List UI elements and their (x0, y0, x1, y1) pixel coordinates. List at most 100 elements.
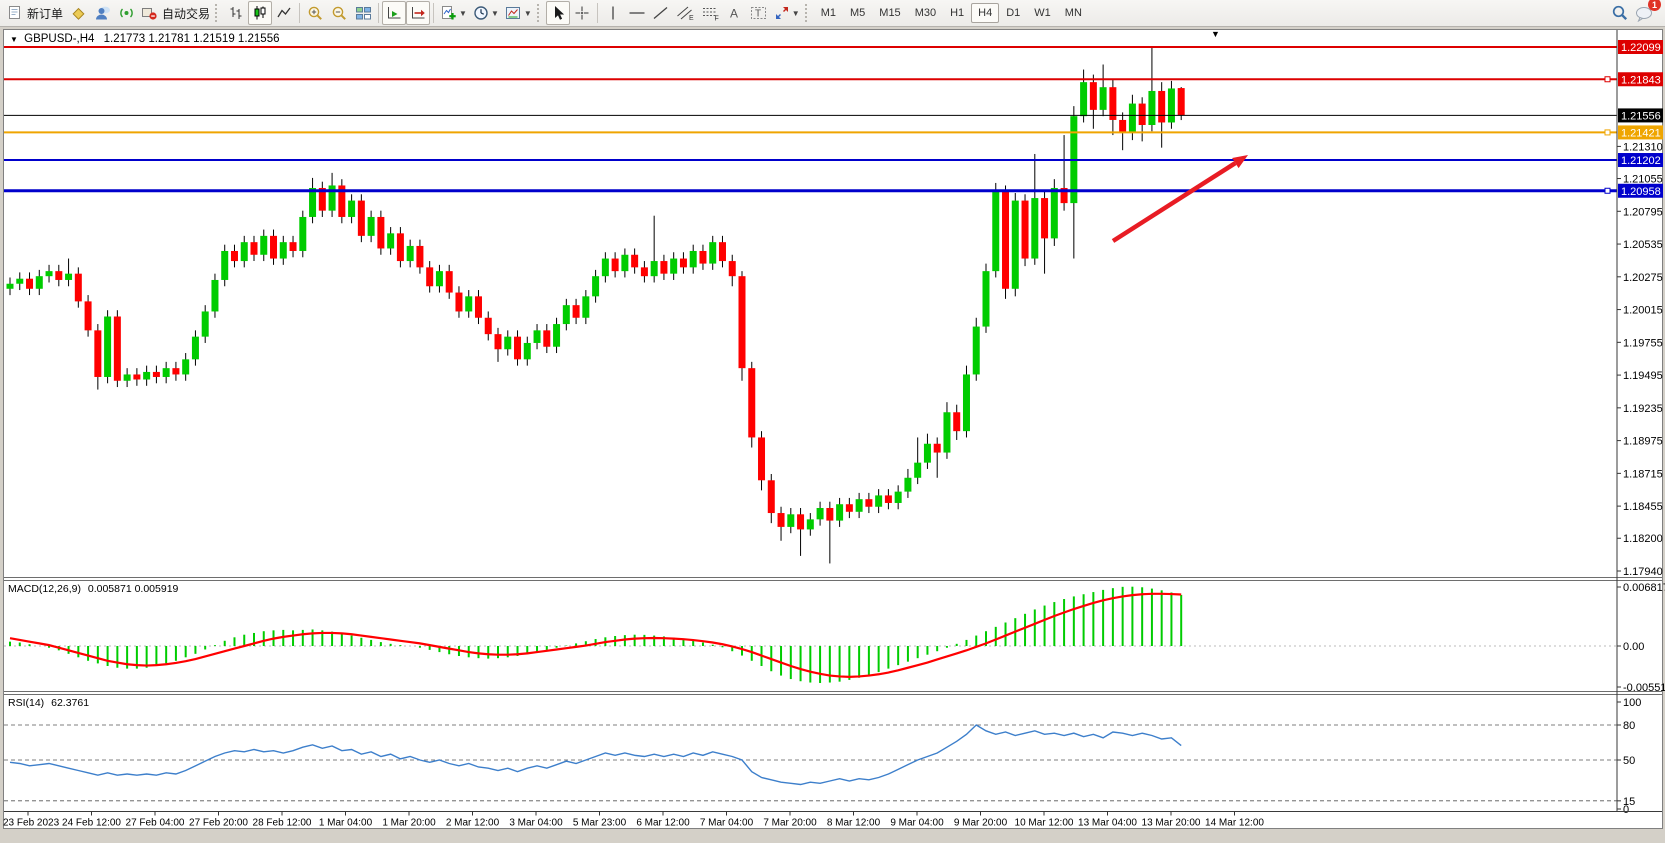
new-order-button[interactable]: 新订单 (4, 1, 66, 25)
line-chart-button[interactable] (272, 1, 296, 25)
date-label: 7 Mar 20:00 (763, 818, 817, 829)
notifications-button[interactable]: 1 (1632, 0, 1661, 25)
candle-body (533, 330, 541, 343)
chart-dropdown-icon[interactable]: ▼ (10, 35, 18, 44)
candle-body (982, 271, 990, 327)
chart-shift-button[interactable] (406, 1, 431, 25)
rsi-name: RSI(14) (8, 697, 45, 709)
candle-body (426, 267, 434, 287)
candle-body (787, 514, 795, 527)
fibonacci-button[interactable]: F (698, 1, 723, 25)
candle-body (660, 261, 668, 274)
arrows-tool-button[interactable]: ▼ (771, 1, 803, 25)
candle-body (74, 273, 82, 302)
price-tick-label: 1.19755 (1623, 337, 1663, 349)
new-chart-button[interactable] (66, 1, 90, 25)
crosshair-button[interactable] (570, 1, 594, 25)
line-chart-icon (277, 7, 291, 18)
svg-text:A: A (730, 7, 738, 21)
candle-body (1050, 187, 1058, 239)
candle-body (172, 368, 180, 375)
candle-body (1099, 87, 1107, 110)
date-label: 27 Feb 04:00 (126, 818, 185, 829)
profile-icon (95, 6, 110, 20)
candle-body (748, 368, 756, 438)
timeframe-m15[interactable]: M15 (879, 7, 901, 19)
candlestick-chart-button[interactable] (248, 1, 273, 25)
candle-body (191, 336, 199, 360)
chart-frame (3, 29, 1663, 829)
line-handle[interactable] (1604, 187, 1611, 194)
bar-chart-button[interactable] (224, 1, 248, 25)
candle-body (221, 250, 229, 280)
candle-body (123, 374, 131, 381)
candle-body (357, 200, 365, 236)
candle-body (367, 216, 375, 236)
candle-body (953, 412, 961, 432)
date-label: 27 Feb 20:00 (189, 818, 248, 829)
candle-body (611, 258, 619, 272)
candle-body (35, 276, 43, 289)
broadcast-button[interactable] (114, 1, 138, 25)
templates-button[interactable]: ▼ (502, 1, 535, 25)
cursor-button[interactable] (545, 1, 570, 25)
trendline-button[interactable] (649, 1, 673, 25)
rsi-scale-label: 15 (1623, 796, 1635, 808)
vertical-line-icon (612, 6, 614, 20)
candle-body (709, 242, 717, 264)
timeframe-mn[interactable]: MN (1064, 7, 1082, 19)
macd-scale-label: -0.005518 (1623, 682, 1665, 694)
candle-body (240, 242, 248, 262)
search-button[interactable] (1608, 1, 1632, 25)
candle-body (416, 245, 424, 268)
macd-scale-label: 0.00 (1623, 641, 1644, 653)
timeframe-m1[interactable]: M1 (820, 7, 836, 19)
indicators-dropdown-icon[interactable]: ▼ (459, 8, 467, 18)
timeframe-m5[interactable]: M5 (850, 7, 866, 19)
candle-body (933, 443, 941, 453)
periods-dropdown-icon[interactable]: ▼ (490, 8, 499, 18)
equidistant-channel-button[interactable]: E (673, 1, 698, 25)
trend-arrow-line[interactable] (1111, 161, 1237, 243)
timeframe-m30[interactable]: M30 (914, 7, 937, 19)
templates-dropdown-icon[interactable]: ▼ (523, 8, 532, 18)
indicators-button[interactable]: ▼ (437, 1, 470, 25)
vertical-line-button[interactable] (601, 1, 625, 25)
candle-body (914, 462, 922, 478)
horizontal-line-button[interactable] (625, 1, 649, 25)
timeframe-d1[interactable]: D1 (1006, 7, 1021, 19)
auto-scroll-icon (388, 7, 401, 19)
trendline-icon (653, 7, 668, 19)
line-handle[interactable] (1604, 129, 1611, 136)
timeframe-w1[interactable]: W1 (1034, 7, 1051, 19)
timeframe-h4[interactable]: H4 (971, 3, 1000, 23)
trend-arrow-head[interactable] (1232, 155, 1248, 169)
auto-scroll-button[interactable] (382, 1, 407, 25)
community-button[interactable] (90, 1, 114, 25)
line-handle[interactable] (1604, 76, 1611, 83)
candle-body (387, 233, 395, 249)
candle-body (455, 292, 463, 312)
price-tick-label: 1.20795 (1623, 206, 1663, 218)
macd-name: MACD(12,26,9) (8, 583, 81, 595)
candle-body (767, 480, 775, 514)
chart-ohlc: 1.21773 1.21781 1.21519 1.21556 (103, 33, 280, 45)
tile-windows-button[interactable] (351, 1, 375, 25)
text-button[interactable]: A (723, 1, 747, 25)
arrows-dropdown-icon[interactable]: ▼ (791, 8, 800, 18)
zoom-out-button[interactable] (327, 1, 351, 25)
price-badge-text: 1.21421 (1621, 127, 1661, 139)
candle-body (104, 316, 112, 377)
macd-indicator-label: MACD(12,26,9) 0.005871 0.005919 (8, 583, 178, 595)
zoom-in-button[interactable] (303, 1, 327, 25)
candle-body (992, 191, 1000, 272)
timeframe-h1[interactable]: H1 (950, 7, 965, 19)
candle-body (230, 250, 238, 262)
auto-trading-button[interactable]: 自动交易 (138, 1, 213, 25)
candle-body (738, 276, 746, 369)
date-label: 1 Mar 20:00 (382, 818, 436, 829)
text-label-button[interactable]: T (747, 1, 771, 25)
periods-button[interactable]: ▼ (470, 1, 502, 25)
date-label: 2 Mar 12:00 (446, 818, 500, 829)
